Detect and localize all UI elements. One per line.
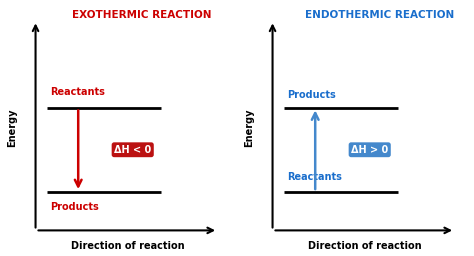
- Text: ΔH < 0: ΔH < 0: [114, 145, 151, 155]
- Text: Direction of reaction: Direction of reaction: [308, 241, 422, 251]
- Text: Direction of reaction: Direction of reaction: [71, 241, 185, 251]
- Text: ENDOTHERMIC REACTION: ENDOTHERMIC REACTION: [305, 10, 454, 20]
- Text: Energy: Energy: [244, 109, 254, 147]
- Text: Reactants: Reactants: [50, 87, 105, 97]
- Text: Energy: Energy: [7, 109, 17, 147]
- Text: Reactants: Reactants: [287, 172, 342, 182]
- Text: Products: Products: [287, 90, 336, 100]
- Text: Products: Products: [50, 202, 99, 212]
- Text: ΔH > 0: ΔH > 0: [351, 145, 388, 155]
- Text: EXOTHERMIC REACTION: EXOTHERMIC REACTION: [73, 10, 212, 20]
